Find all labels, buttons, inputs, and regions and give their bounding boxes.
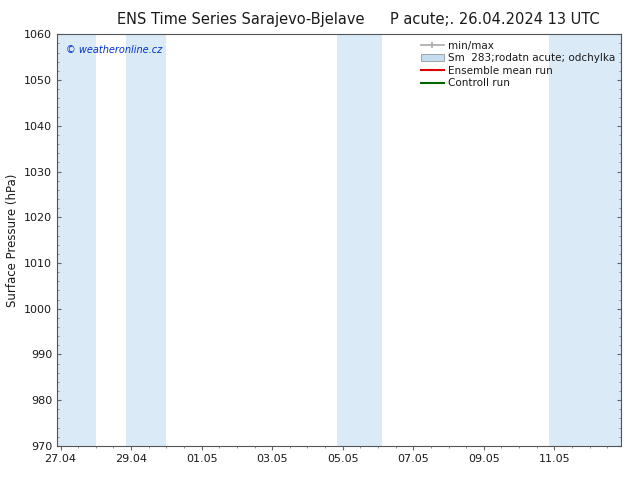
- Text: © weatheronline.cz: © weatheronline.cz: [65, 45, 162, 54]
- Bar: [57, 34, 96, 446]
- Text: P acute;. 26.04.2024 13 UTC: P acute;. 26.04.2024 13 UTC: [390, 12, 599, 27]
- Text: ENS Time Series Sarajevo-Bjelave: ENS Time Series Sarajevo-Bjelave: [117, 12, 365, 27]
- Bar: [337, 34, 382, 446]
- Bar: [126, 34, 166, 446]
- Y-axis label: Surface Pressure (hPa): Surface Pressure (hPa): [6, 173, 18, 307]
- Legend: min/max, Sm  283;rodatn acute; odchylka, Ensemble mean run, Controll run: min/max, Sm 283;rodatn acute; odchylka, …: [418, 37, 618, 92]
- Bar: [549, 34, 625, 446]
